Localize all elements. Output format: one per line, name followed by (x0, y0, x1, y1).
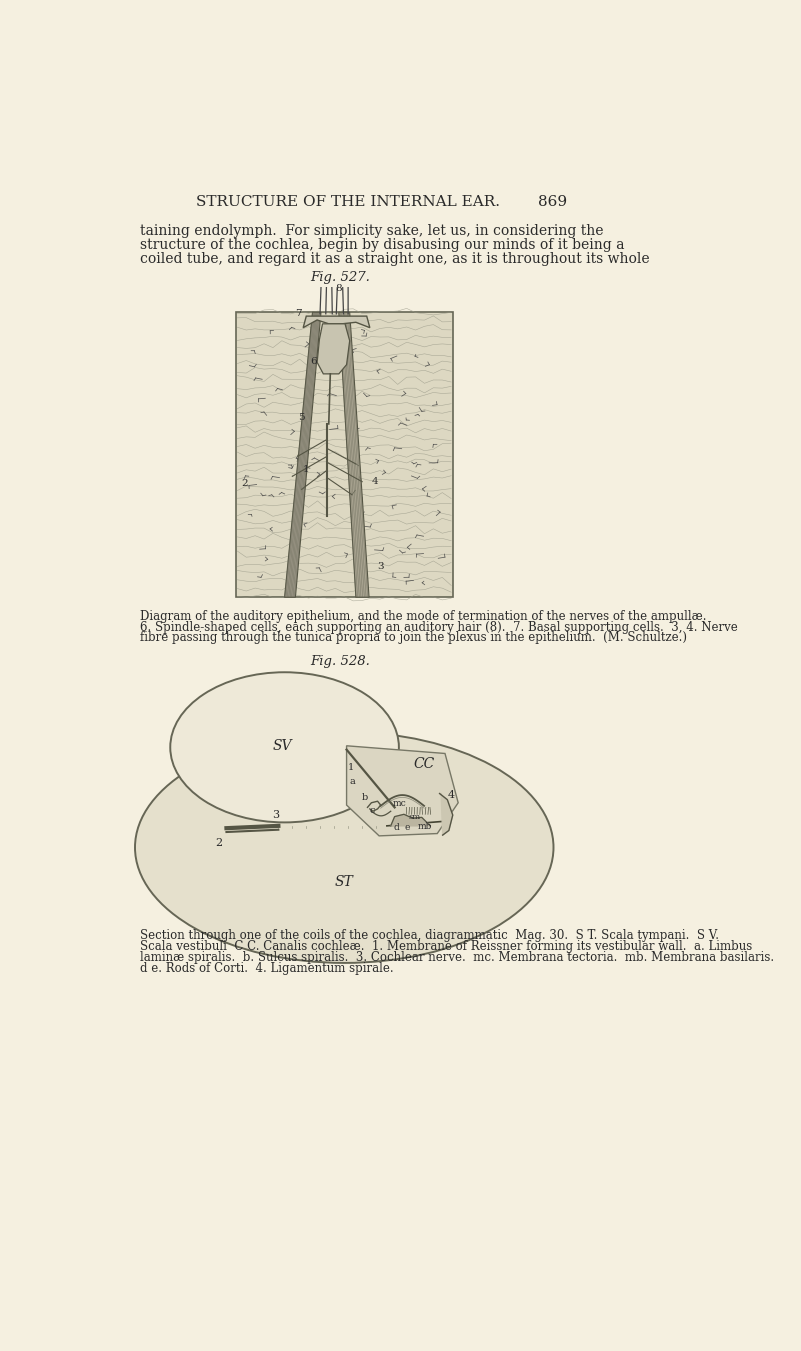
Text: structure of the cochlea, begin by disabusing our minds of it being a: structure of the cochlea, begin by disab… (140, 238, 625, 253)
Text: 1: 1 (303, 466, 310, 474)
Text: 1: 1 (348, 763, 354, 773)
Text: 4: 4 (447, 790, 454, 800)
Text: 7: 7 (296, 309, 302, 317)
Polygon shape (317, 324, 350, 374)
Text: Section through one of the coils of the cochlea, diagrammatic  Mag. 30.  S T. Sc: Section through one of the coils of the … (140, 929, 719, 943)
Text: laminæ spiralis.  b. Sulcus spiralis.  3. Cochlear nerve.  mc. Membrana tectoria: laminæ spiralis. b. Sulcus spiralis. 3. … (140, 951, 775, 965)
Text: 869: 869 (538, 195, 567, 209)
Text: Fig. 527.: Fig. 527. (311, 272, 370, 284)
Text: 6: 6 (310, 357, 316, 366)
Text: c: c (370, 805, 376, 815)
Text: STRUCTURE OF THE INTERNAL EAR.: STRUCTURE OF THE INTERNAL EAR. (196, 195, 500, 209)
Polygon shape (339, 312, 369, 597)
Polygon shape (284, 312, 321, 597)
Text: 5: 5 (299, 413, 305, 422)
Bar (235, 312, 453, 597)
Text: a: a (350, 777, 356, 786)
Text: d e. Rods of Corti.  4. Ligamentum spirale.: d e. Rods of Corti. 4. Ligamentum spiral… (140, 962, 394, 975)
Text: mc: mc (393, 798, 407, 808)
Text: CC: CC (413, 758, 435, 771)
Text: d: d (393, 823, 399, 832)
Text: 3: 3 (272, 811, 280, 820)
Text: coiled tube, and regard it as a straight one, as it is throughout its whole: coiled tube, and regard it as a straight… (140, 253, 650, 266)
Text: 4: 4 (372, 477, 378, 486)
Text: b: b (361, 793, 368, 801)
Ellipse shape (171, 673, 399, 823)
Text: Scala vestibuli  C C. Canalis cochleæ.  1. Membrane of Reissner forming its vest: Scala vestibuli C C. Canalis cochleæ. 1.… (140, 940, 753, 954)
Text: 6. Spindle-shaped cells, each supporting an auditory hair (8).  7. Basal support: 6. Spindle-shaped cells, each supporting… (140, 620, 739, 634)
Text: fibre passing through the tunica propria to join the plexus in the epithelium.  : fibre passing through the tunica propria… (140, 631, 687, 644)
Text: 2: 2 (241, 478, 248, 488)
Text: Diagram of the auditory epithelium, and the mode of termination of the nerves of: Diagram of the auditory epithelium, and … (140, 609, 707, 623)
Polygon shape (440, 793, 453, 835)
Polygon shape (391, 815, 430, 825)
Text: 2: 2 (215, 838, 222, 848)
Text: 3: 3 (377, 562, 384, 570)
Text: SV: SV (272, 739, 292, 753)
Polygon shape (347, 746, 458, 836)
Text: Fig. 528.: Fig. 528. (311, 655, 370, 667)
Text: e: e (405, 823, 410, 832)
Text: 8: 8 (336, 284, 342, 293)
Ellipse shape (135, 732, 553, 963)
Text: taining endolymph.  For simplicity sake, let us, in considering the: taining endolymph. For simplicity sake, … (140, 224, 604, 238)
Text: sm: sm (409, 813, 421, 821)
Polygon shape (303, 316, 370, 328)
Text: mb: mb (418, 821, 433, 831)
Text: ST: ST (335, 875, 353, 889)
